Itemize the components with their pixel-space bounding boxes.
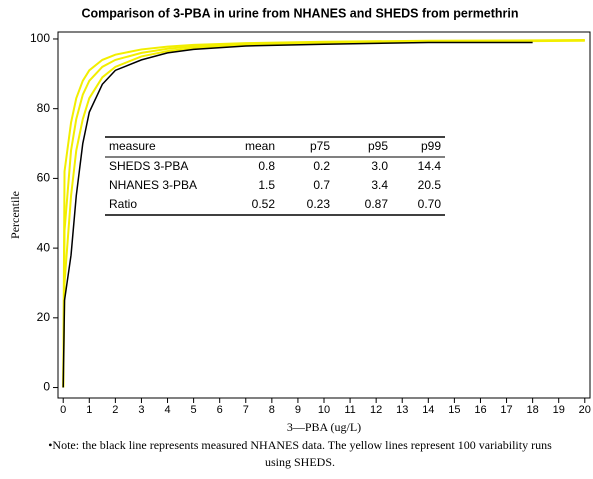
table-cell: 0.2 [313,159,330,173]
y-tick-label: 20 [37,310,51,324]
x-tick-label: 0 [60,404,66,416]
table-cell: 1.5 [258,178,275,192]
data-line [62,39,585,388]
table-cell: 20.5 [418,178,442,192]
y-tick-label: 80 [37,101,51,115]
x-tick-label: 16 [474,404,486,416]
table-header: p99 [421,139,441,153]
y-tick-label: 40 [37,240,51,254]
x-tick-label: 8 [269,404,275,416]
table-cell: NHANES 3-PBA [109,178,197,192]
table-cell: 3.0 [371,159,388,173]
x-tick-label: 7 [243,404,249,416]
note: •Note: the black line represents measure… [48,438,552,469]
x-tick-label: 11 [344,404,355,416]
x-tick-label: 6 [217,404,223,416]
table-cell: 0.52 [252,197,276,211]
x-tick-label: 2 [112,404,118,416]
x-axis-label: 3—PBA (ug/L) [287,420,361,434]
data-line [62,39,585,388]
x-tick-label: 15 [448,404,460,416]
table-cell: 0.87 [365,197,389,211]
table-cell: 0.7 [313,178,330,192]
table-header: mean [245,139,275,153]
x-tick-label: 12 [370,404,382,416]
x-tick-label: 5 [191,404,197,416]
table-cell: SHEDS 3-PBA [109,159,188,173]
x-tick-label: 19 [553,404,565,416]
table-header: measure [109,139,156,153]
x-tick-label: 17 [500,404,512,416]
data-line [62,39,585,388]
chart-title: Comparison of 3-PBA in urine from NHANES… [81,6,518,20]
table-cell: 3.4 [371,178,388,192]
chart: Comparison of 3-PBA in urine from NHANES… [8,6,591,434]
x-tick-label: 9 [295,404,301,416]
table-cell: 14.4 [418,159,442,173]
table-cell: 0.8 [258,159,275,173]
x-tick-label: 10 [318,404,330,416]
x-tick-label: 1 [86,404,92,416]
x-tick-label: 4 [164,404,170,416]
table-cell: 0.70 [418,197,442,211]
x-tick-label: 20 [579,404,591,416]
table-cell: 0.23 [307,197,331,211]
x-tick-label: 14 [422,404,434,416]
y-tick-label: 60 [37,171,51,185]
x-tick-label: 18 [527,404,539,416]
y-tick-label: 0 [43,380,50,394]
y-axis-label: Percentile [8,191,22,239]
y-tick-label: 100 [30,31,50,45]
table-cell: Ratio [109,197,137,211]
table-header: p75 [310,139,330,153]
data-line [62,41,533,388]
x-tick-label: 13 [396,404,408,416]
x-tick-label: 3 [138,404,144,416]
table-header: p95 [368,139,388,153]
